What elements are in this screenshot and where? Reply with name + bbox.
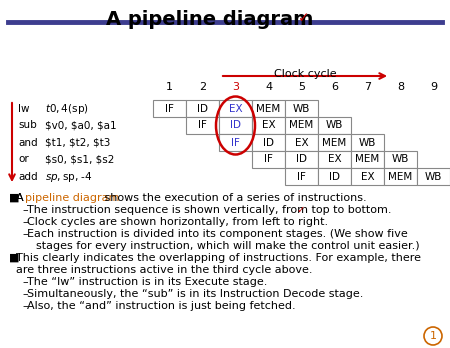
Bar <box>219 117 252 134</box>
Text: –: – <box>22 277 27 287</box>
Text: –: – <box>22 301 27 311</box>
Text: 7: 7 <box>364 82 371 92</box>
Bar <box>153 100 186 117</box>
Text: ID: ID <box>197 103 208 113</box>
Bar <box>252 134 285 151</box>
Bar <box>219 100 252 117</box>
Text: –: – <box>22 217 27 227</box>
Bar <box>318 117 351 134</box>
Text: This clearly indicates the overlapping of instructions. For example, there: This clearly indicates the overlapping o… <box>16 253 421 263</box>
Text: 3: 3 <box>232 82 239 92</box>
Text: IF: IF <box>198 120 207 130</box>
Text: –: – <box>22 205 27 215</box>
Text: EX: EX <box>262 120 275 130</box>
Text: 2: 2 <box>199 82 206 92</box>
Text: A: A <box>16 193 27 203</box>
Text: shows the execution of a series of instructions.: shows the execution of a series of instr… <box>101 193 367 203</box>
Bar <box>318 168 351 185</box>
Bar <box>186 117 219 134</box>
Text: The “lw” instruction is in its Execute stage.: The “lw” instruction is in its Execute s… <box>27 277 267 287</box>
Circle shape <box>424 327 442 345</box>
Text: WB: WB <box>425 172 442 182</box>
Text: MEM: MEM <box>388 172 413 182</box>
Text: $t1, $t2, $t3: $t1, $t2, $t3 <box>45 137 110 148</box>
Bar <box>285 134 318 151</box>
Text: The instruction sequence is shown vertically, from top to bottom.: The instruction sequence is shown vertic… <box>27 205 392 215</box>
Text: or: or <box>18 155 29 165</box>
Bar <box>252 100 285 117</box>
Text: IF: IF <box>165 103 174 113</box>
Text: A: A <box>16 193 27 203</box>
Text: MEM: MEM <box>356 155 380 165</box>
Text: WB: WB <box>293 103 310 113</box>
Bar <box>219 134 252 151</box>
Text: ✓: ✓ <box>293 205 305 215</box>
Text: pipeline diagram: pipeline diagram <box>25 193 119 203</box>
Text: Also, the “and” instruction is just being fetched.: Also, the “and” instruction is just bein… <box>27 301 296 311</box>
Bar <box>186 100 219 117</box>
Text: 1: 1 <box>429 331 436 341</box>
Text: $sp, $sp, -4: $sp, $sp, -4 <box>45 169 93 183</box>
Bar <box>384 151 417 168</box>
Text: 5: 5 <box>298 82 305 92</box>
Text: IF: IF <box>297 172 306 182</box>
Text: ID: ID <box>329 172 340 182</box>
Text: Each instruction is divided into its component stages. (We show five: Each instruction is divided into its com… <box>27 229 408 239</box>
Bar <box>351 168 384 185</box>
Text: ✓: ✓ <box>298 11 310 25</box>
Text: ■: ■ <box>9 253 19 263</box>
Text: EX: EX <box>295 137 308 148</box>
Bar <box>351 151 384 168</box>
Text: WB: WB <box>326 120 343 130</box>
Bar <box>318 151 351 168</box>
Bar <box>285 100 318 117</box>
Text: 1: 1 <box>166 82 173 92</box>
Text: –: – <box>22 229 27 239</box>
Bar <box>318 134 351 151</box>
Text: MEM: MEM <box>289 120 314 130</box>
Text: add: add <box>18 172 38 182</box>
Text: –: – <box>22 289 27 299</box>
Text: EX: EX <box>361 172 374 182</box>
Text: lw: lw <box>18 103 30 113</box>
Bar <box>417 168 450 185</box>
Bar <box>285 117 318 134</box>
Bar <box>351 134 384 151</box>
Bar <box>285 168 318 185</box>
Text: ID: ID <box>230 120 241 130</box>
Text: EX: EX <box>328 155 341 165</box>
Text: 8: 8 <box>397 82 404 92</box>
Text: $t0, 4($sp): $t0, 4($sp) <box>45 102 89 116</box>
Text: Simultaneously, the “sub” is in its Instruction Decode stage.: Simultaneously, the “sub” is in its Inst… <box>27 289 364 299</box>
Text: ■: ■ <box>9 193 19 203</box>
Text: WB: WB <box>359 137 376 148</box>
Text: Clock cycles are shown horizontally, from left to right.: Clock cycles are shown horizontally, fro… <box>27 217 328 227</box>
Text: $v0, $a0, $a1: $v0, $a0, $a1 <box>45 120 117 130</box>
Text: A pipeline diagram: A pipeline diagram <box>106 10 314 29</box>
Text: are three instructions active in the third cycle above.: are three instructions active in the thi… <box>16 265 312 275</box>
Text: MEM: MEM <box>256 103 281 113</box>
Text: EX: EX <box>229 103 242 113</box>
Bar <box>285 151 318 168</box>
Text: and: and <box>18 137 38 148</box>
Text: sub: sub <box>18 120 37 130</box>
Text: 6: 6 <box>331 82 338 92</box>
Bar <box>384 168 417 185</box>
Text: ID: ID <box>263 137 274 148</box>
Text: WB: WB <box>392 155 409 165</box>
Text: stages for every instruction, which will make the control unit easier.): stages for every instruction, which will… <box>29 241 419 251</box>
Text: $s0, $s1, $s2: $s0, $s1, $s2 <box>45 155 114 165</box>
Text: 9: 9 <box>430 82 437 92</box>
Bar <box>252 151 285 168</box>
Text: IF: IF <box>231 137 240 148</box>
Bar <box>252 117 285 134</box>
Text: ID: ID <box>296 155 307 165</box>
Text: 4: 4 <box>265 82 272 92</box>
Text: MEM: MEM <box>322 137 346 148</box>
Text: IF: IF <box>264 155 273 165</box>
Text: Clock cycle: Clock cycle <box>274 69 336 79</box>
